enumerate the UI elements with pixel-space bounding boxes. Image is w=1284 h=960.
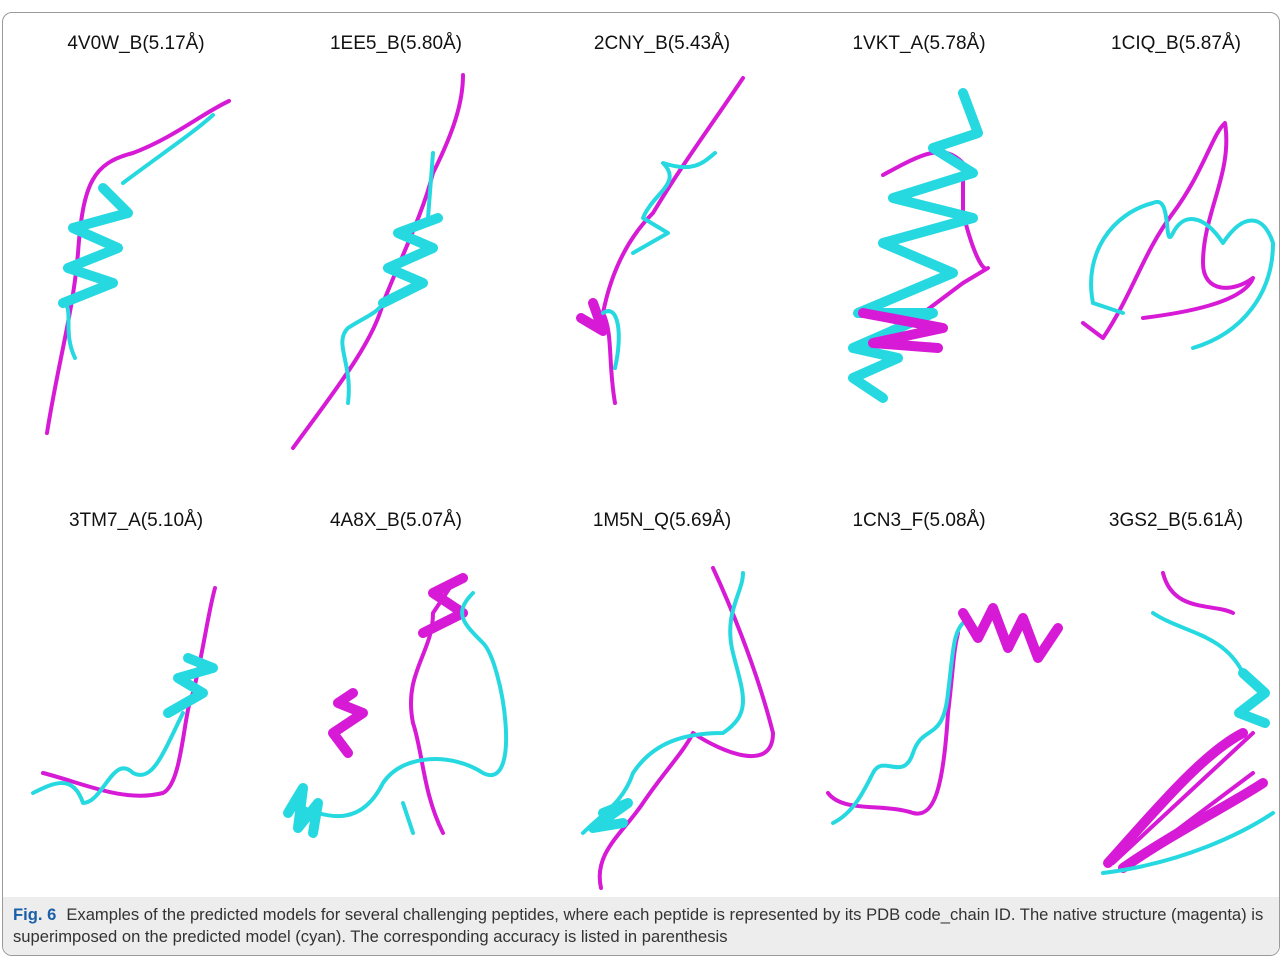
- predicted-ribbon: [833, 623, 963, 823]
- predicted-helix: [383, 218, 438, 303]
- panel-label: 2CNY_B(5.43Å): [542, 33, 782, 55]
- predicted-ribbon: [33, 713, 183, 803]
- panel-label: 1VKT_A(5.78Å): [799, 33, 1039, 55]
- page: 4V0W_B(5.17Å) 1EE5_B(5.80Å) 2CNY_B(5.43Å…: [0, 0, 1284, 960]
- predicted-helix: [853, 93, 978, 398]
- caption-label: Fig. 6: [13, 905, 56, 924]
- predicted-ribbon: [583, 573, 743, 833]
- native-strand: [581, 303, 603, 331]
- native-ribbon: [603, 78, 743, 403]
- panel-label: 4A8X_B(5.07Å): [276, 510, 516, 532]
- figure-frame: 4V0W_B(5.17Å) 1EE5_B(5.80Å) 2CNY_B(5.43Å…: [2, 12, 1280, 956]
- native-ribbon: [1113, 573, 1253, 863]
- native-helix: [333, 578, 463, 753]
- figure-art: [3, 13, 1280, 897]
- caption-text: Examples of the predicted models for sev…: [13, 905, 1263, 946]
- predicted-helix: [168, 658, 213, 713]
- predicted-ribbon: [1091, 202, 1273, 348]
- panel-label: 1CIQ_B(5.87Å): [1056, 33, 1280, 55]
- panel-label: 3TM7_A(5.10Å): [16, 510, 256, 532]
- panel-label: 1M5N_Q(5.69Å): [542, 510, 782, 532]
- panel-label: 4V0W_B(5.17Å): [16, 33, 256, 55]
- native-ribbon: [293, 75, 463, 448]
- predicted-helix: [1239, 673, 1265, 723]
- predicted-helix: [593, 803, 628, 828]
- native-ribbon: [600, 568, 773, 888]
- native-ribbon: [43, 588, 215, 796]
- panel-label: 1CN3_F(5.08Å): [799, 510, 1039, 532]
- predicted-helix: [288, 788, 318, 833]
- native-helix: [963, 608, 1058, 658]
- panel-label: 1EE5_B(5.80Å): [276, 33, 516, 55]
- panel-label: 3GS2_B(5.61Å): [1056, 510, 1280, 532]
- predicted-ribbon: [293, 593, 506, 833]
